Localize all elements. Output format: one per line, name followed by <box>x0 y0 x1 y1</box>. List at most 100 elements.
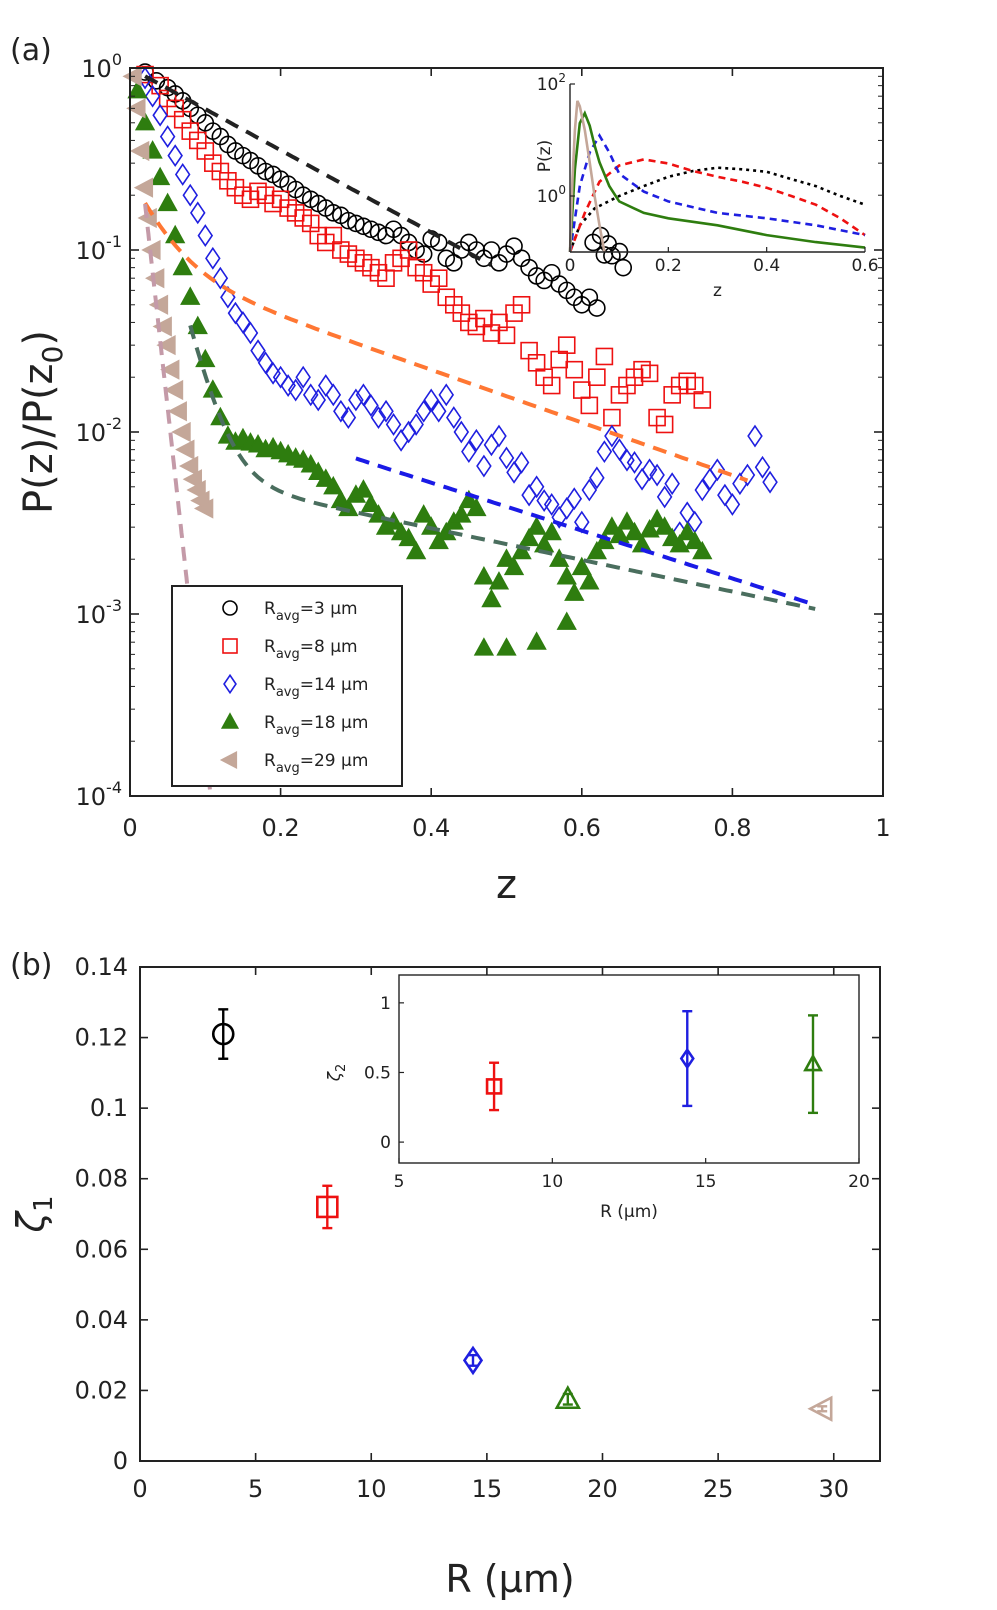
inset-b-frame <box>398 974 860 1164</box>
panel-a-point-3 <box>257 351 274 375</box>
panel-a-point-2 <box>572 381 591 399</box>
panel-a-y-tick-label: 10-1 <box>76 232 123 265</box>
panel-a-point-2 <box>693 391 712 409</box>
panel-a-point-3 <box>649 463 665 487</box>
panel-a-point-3 <box>536 489 552 512</box>
panel-a-point-3 <box>280 374 296 397</box>
panel-a-point-3 <box>400 420 417 444</box>
panel-b-point-4 <box>554 1385 582 1410</box>
panel-b-x-tick-label: 15 <box>472 1475 503 1503</box>
panel-a-point-5 <box>175 439 195 460</box>
inset-a-x-tick-label: 0 <box>565 256 576 276</box>
panel-a-point-2 <box>565 360 584 379</box>
panel-a-point-3 <box>513 451 530 474</box>
panel-a-fit-line-1 <box>144 74 493 268</box>
inset-a-y-tick-label: 102 <box>537 71 566 95</box>
panel-a-point-3 <box>212 266 229 290</box>
panel-a-point-3 <box>566 487 583 511</box>
panel-a-point-4 <box>677 521 698 541</box>
panel-a-point-5 <box>152 316 172 337</box>
panel-a-point-3 <box>461 440 477 464</box>
legend-marker-1 <box>222 600 238 616</box>
panel-a-point-3 <box>611 438 628 462</box>
panel-a-point-3 <box>423 388 439 412</box>
panel-a-x-tick-label: 0.4 <box>412 814 450 842</box>
panel-a-y-tick-label: 10-4 <box>76 778 123 811</box>
panel-a-point-3 <box>694 478 711 502</box>
panel-a-point-4 <box>323 475 344 495</box>
panel-a-point-3 <box>250 339 266 363</box>
panel-b-y-tick-label: 0.04 <box>75 1306 128 1334</box>
panel-a-point-3 <box>491 424 507 448</box>
panel-a-point-5 <box>148 294 169 315</box>
panel-b-y-label-sub: 1 <box>29 1195 59 1212</box>
panel-a-point-2 <box>557 336 576 354</box>
panel-a-point-3 <box>333 399 349 423</box>
panel-a-fit-line-3 <box>355 456 816 607</box>
legend-entry-3: Ravg=14 μm <box>264 675 368 700</box>
panel-b-x-tick-label: 25 <box>703 1475 734 1503</box>
panel-a-point-4 <box>127 79 148 99</box>
panel-a-point-3 <box>415 399 432 423</box>
panel-a-point-5 <box>182 469 203 490</box>
inset-b-y-tick-label: 0.5 <box>364 1063 391 1083</box>
panel-a-point-5 <box>186 479 206 501</box>
panel-a-point-3 <box>717 483 733 507</box>
panel-a-point-3 <box>446 406 462 430</box>
panel-b-data-marks <box>211 1008 833 1422</box>
panel-a-point-2 <box>640 364 659 383</box>
panel-a-point-4 <box>692 540 713 560</box>
panel-b-y-tick-label: 0.08 <box>75 1165 128 1193</box>
panel-a-point-4 <box>541 521 562 541</box>
panel-a-point-4 <box>428 530 449 550</box>
inset-b-x-label: R (μm) <box>600 1202 658 1222</box>
panel-a-point-3 <box>656 485 673 509</box>
panel-a-point-2 <box>429 269 448 287</box>
panel-a-data-marks <box>122 63 778 656</box>
panel-a-point-1 <box>256 162 275 181</box>
panel-a-point-3 <box>355 383 372 407</box>
panel-a-point-4 <box>669 533 690 553</box>
panel-a-point-4 <box>579 571 600 590</box>
panel-a-label: (a) <box>10 33 52 68</box>
panel-b-point-2 <box>316 1195 339 1219</box>
inset-b-x-tick-label: 15 <box>695 1172 717 1192</box>
panel-a-point-4 <box>511 540 532 560</box>
panel-a-point-3 <box>159 125 176 148</box>
panel-a-point-3 <box>152 103 168 127</box>
panel-a-point-4 <box>149 166 171 186</box>
inset-b-point-1 <box>485 1078 503 1095</box>
panel-a-point-4 <box>157 192 178 212</box>
panel-a-y-tick-label: 10-3 <box>76 596 123 629</box>
panel-a-x-tick-label: 0.8 <box>713 814 751 842</box>
panel-a-point-3 <box>385 413 402 436</box>
panel-a-point-1 <box>362 220 380 239</box>
legend-marker-4 <box>220 712 240 729</box>
panel-a-point-3 <box>589 466 605 490</box>
panel-a-point-5 <box>156 335 176 356</box>
panel-a-point-3 <box>679 501 695 525</box>
panel-a-point-4 <box>496 637 517 656</box>
legend-marker-3 <box>223 673 237 695</box>
legend-entry-2: Ravg=8 μm <box>264 637 358 662</box>
panel-a-x-tick-label: 0.2 <box>262 814 300 842</box>
panel-a-point-4 <box>526 516 547 535</box>
panel-a-point-1 <box>354 217 373 236</box>
panel-a-point-5 <box>126 98 146 119</box>
panel-a-point-4 <box>165 224 186 244</box>
panel-a-point-2 <box>580 396 599 415</box>
inset-a-line-3 <box>568 133 866 253</box>
panel-a-point-3 <box>348 388 364 412</box>
panel-a-inset: 0 0.2 0.4 0.6 102 100 z P(z) <box>535 71 879 301</box>
panel-a-point-3 <box>468 428 485 452</box>
panel-a-y-label-close: ) <box>16 330 62 346</box>
panel-a-point-3 <box>558 497 575 520</box>
panel-a-point-3 <box>754 455 771 479</box>
panel-a-fit-lines <box>143 74 816 793</box>
panel-a-point-4 <box>616 511 638 530</box>
inset-a-x-label: z <box>713 281 722 301</box>
panel-a-x-axis-label: z <box>496 862 517 908</box>
panel-b-inset: 5 10 15 20 0 0.5 1 R (μm) ζ2 <box>325 974 870 1222</box>
panel-a-y-axis-label: P(z)/P(z0) <box>16 330 69 514</box>
